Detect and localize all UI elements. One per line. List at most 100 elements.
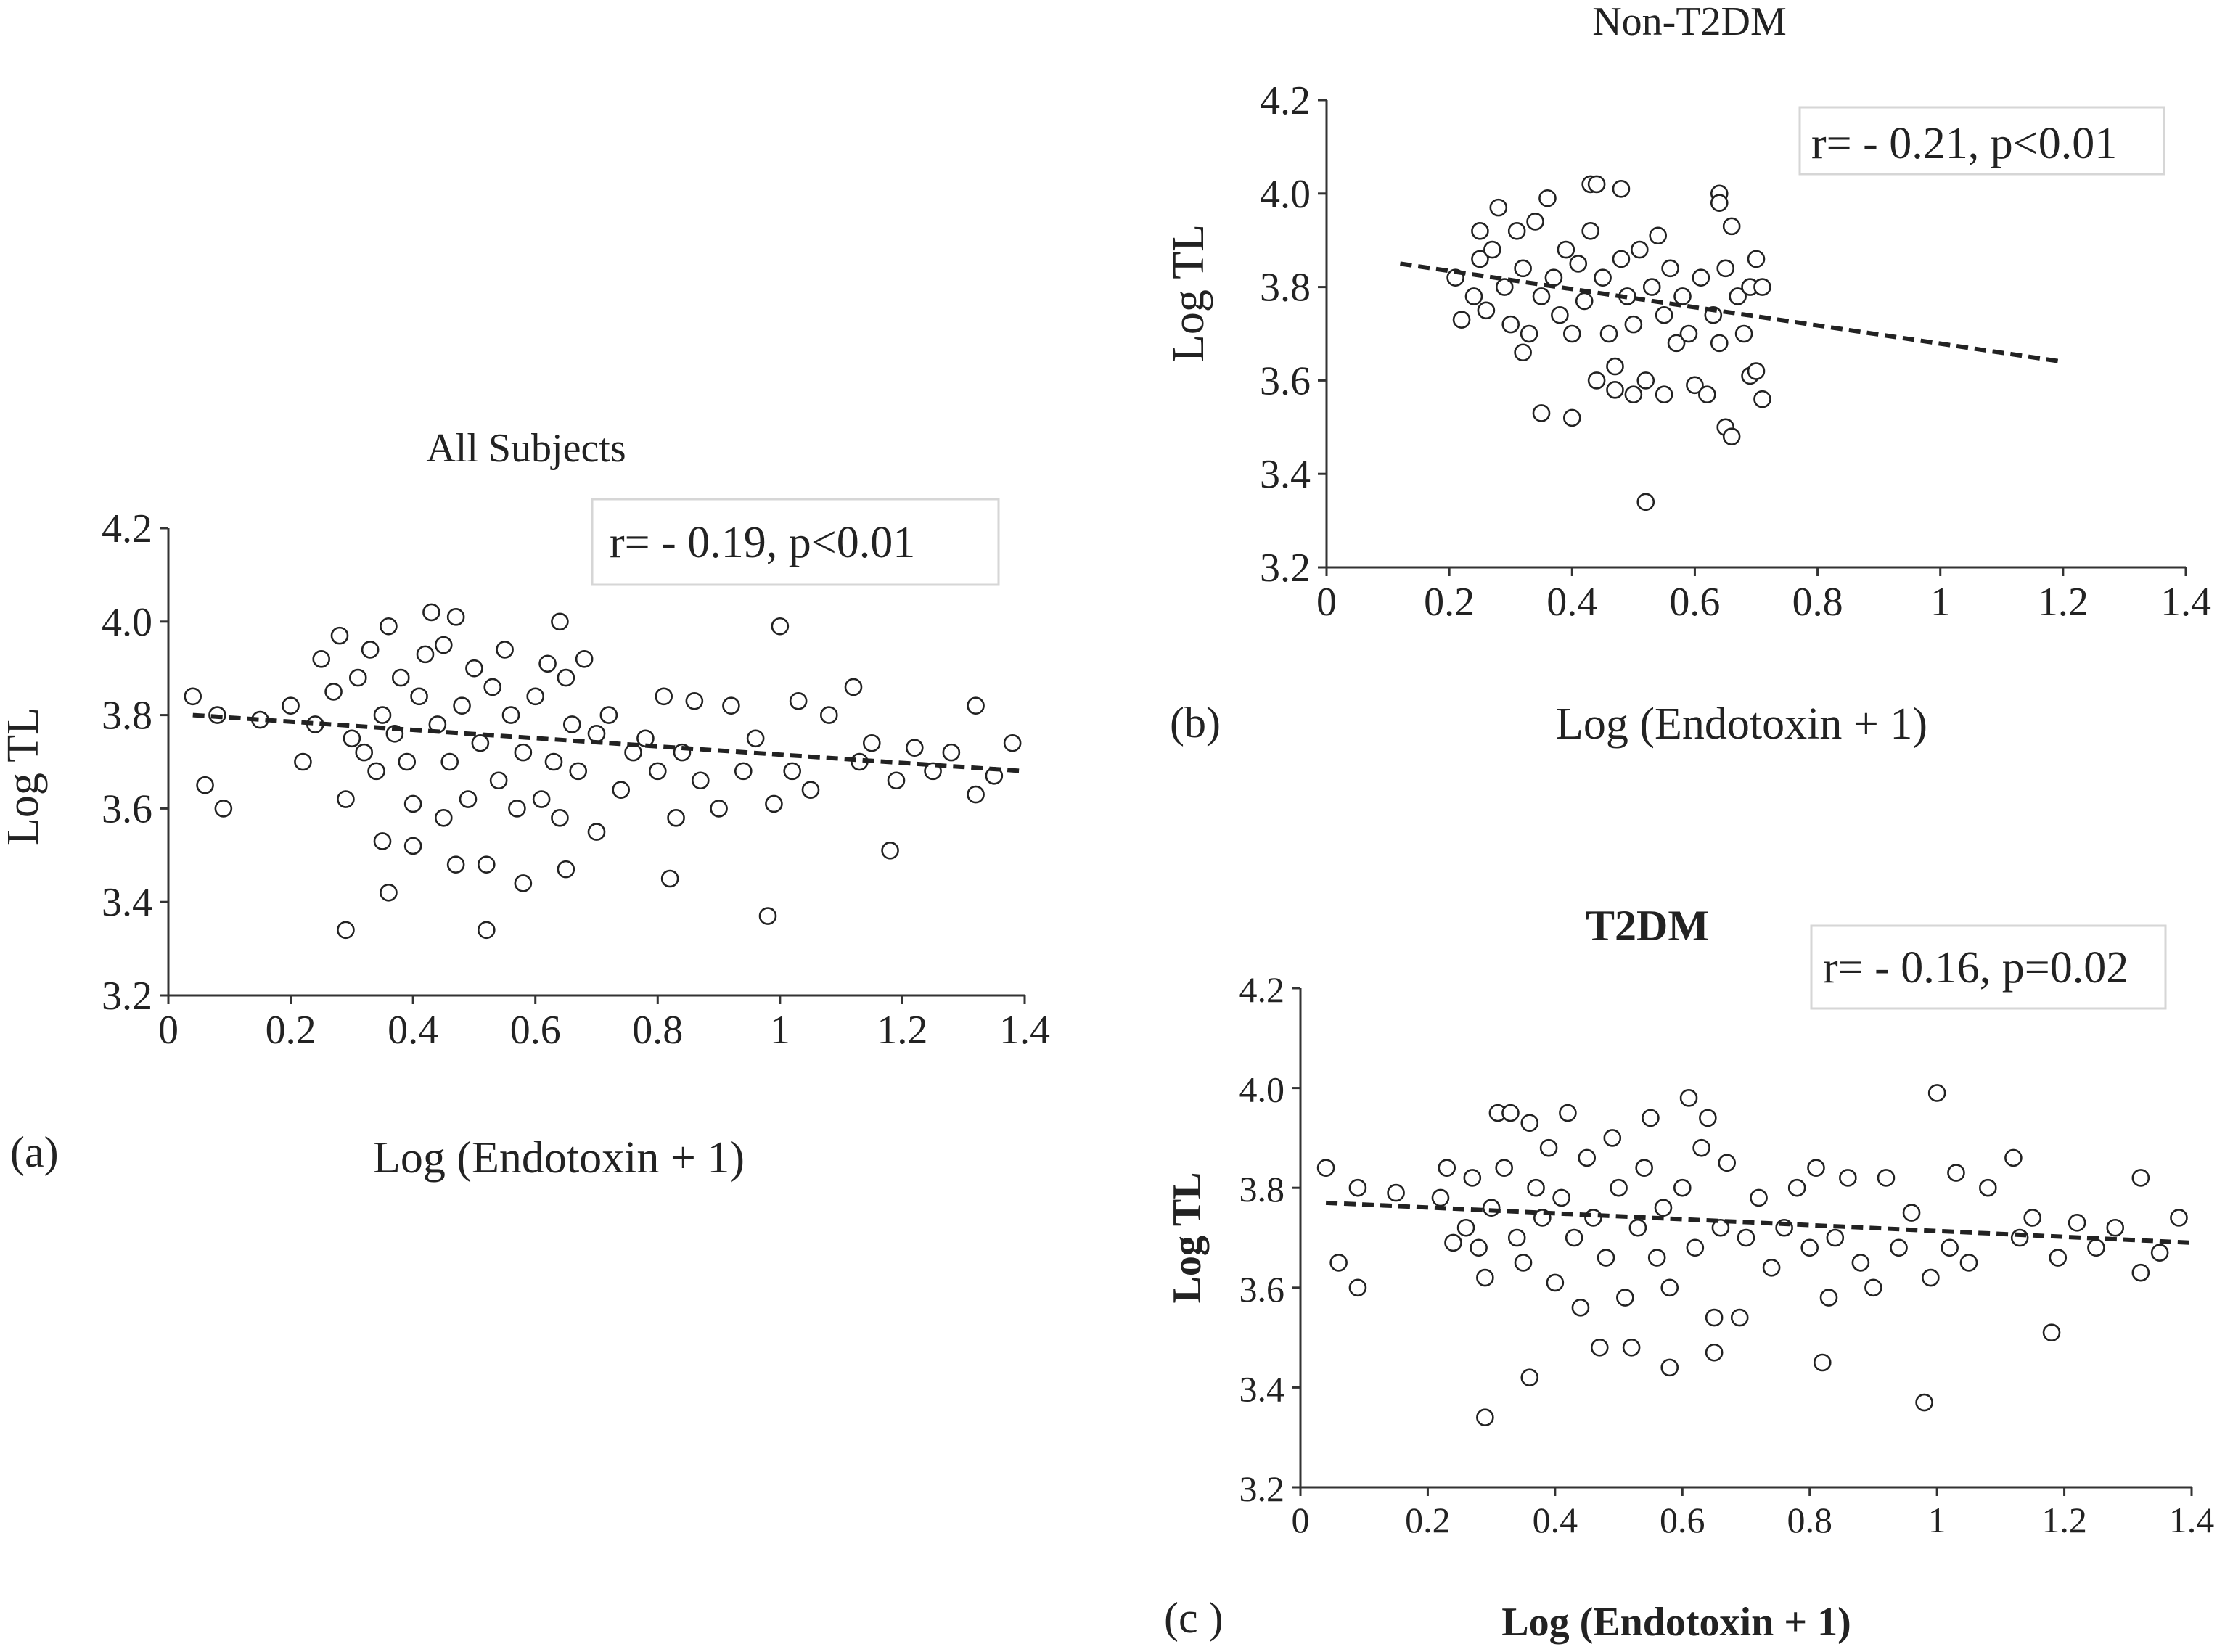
data-point bbox=[1692, 268, 1710, 287]
panel-all-subjects: All Subjects r= - 0.19, p<0.01 3.2 3.4 3.6… bbox=[0, 426, 1050, 1183]
data-point bbox=[465, 659, 483, 678]
data-point bbox=[1444, 1233, 1462, 1252]
data-point bbox=[434, 808, 453, 827]
data-point bbox=[2150, 1244, 2169, 1262]
x-tick-label: 1 bbox=[1928, 1500, 1946, 1540]
data-point bbox=[1438, 1159, 1456, 1177]
data-point bbox=[1565, 1228, 1583, 1247]
trend-line bbox=[1400, 261, 2064, 364]
data-point bbox=[214, 800, 233, 818]
x-tick-label: 0 bbox=[158, 1008, 179, 1053]
data-point bbox=[1864, 1278, 1882, 1297]
data-point bbox=[434, 636, 453, 654]
data-point bbox=[1705, 1343, 1724, 1362]
y-tick-label: 4.0 bbox=[1260, 172, 1311, 217]
x-tick-label: 0.6 bbox=[1669, 580, 1720, 625]
data-point bbox=[1654, 1199, 1673, 1217]
data-point bbox=[1642, 278, 1661, 296]
data-point bbox=[746, 729, 765, 748]
data-point bbox=[1562, 324, 1581, 343]
data-point bbox=[453, 696, 471, 715]
data-point bbox=[1673, 287, 1692, 305]
y-tick-label: 3.8 bbox=[1260, 266, 1311, 311]
data-point bbox=[1622, 1339, 1641, 1357]
data-point bbox=[967, 785, 985, 804]
panel-t2dm: T2DM r= - 0.16, p=0.02 3.2 3.4 3.6 3.8 4.0 4.… bbox=[1164, 902, 2214, 1645]
data-point bbox=[1527, 1178, 1545, 1197]
scatter-points bbox=[1316, 1084, 2192, 1426]
data-point bbox=[905, 739, 924, 757]
data-point bbox=[1636, 371, 1655, 390]
x-tick-label: 0.6 bbox=[510, 1008, 561, 1053]
data-point bbox=[1642, 1109, 1660, 1127]
data-point bbox=[1476, 1268, 1494, 1287]
data-point bbox=[1552, 1188, 1570, 1207]
data-point bbox=[1387, 1183, 1405, 1202]
data-point bbox=[587, 725, 606, 743]
x-tick-label: 1.2 bbox=[2038, 580, 2089, 625]
panel-label: (a) bbox=[10, 1128, 59, 1176]
data-point bbox=[844, 678, 863, 696]
data-point bbox=[1495, 278, 1514, 296]
data-point bbox=[685, 691, 704, 710]
data-point bbox=[422, 603, 440, 622]
data-point bbox=[1571, 1299, 1590, 1317]
data-point bbox=[2042, 1323, 2061, 1342]
data-point bbox=[1610, 1178, 1628, 1197]
data-point bbox=[1819, 1289, 1838, 1307]
data-point bbox=[1578, 1148, 1597, 1167]
data-point bbox=[1489, 198, 1508, 217]
data-point bbox=[1826, 1228, 1845, 1247]
data-point bbox=[1692, 1138, 1710, 1157]
data-point bbox=[1851, 1254, 1870, 1272]
x-tick-label: 0.8 bbox=[1787, 1500, 1832, 1540]
y-tick-label: 4.2 bbox=[1239, 969, 1285, 1010]
data-point bbox=[758, 907, 777, 925]
panel-label: (c ) bbox=[1164, 1594, 1224, 1642]
x-tick-label: 0.8 bbox=[632, 1008, 683, 1053]
data-point bbox=[348, 668, 367, 687]
data-point bbox=[337, 790, 355, 808]
data-point bbox=[691, 771, 710, 790]
data-point bbox=[1464, 287, 1483, 305]
x-tick-label: 0.8 bbox=[1792, 580, 1843, 625]
y-tick-label: 3.2 bbox=[1260, 546, 1311, 591]
data-point bbox=[1470, 1238, 1488, 1257]
data-point bbox=[1581, 222, 1599, 240]
data-point bbox=[1722, 217, 1741, 236]
data-point bbox=[783, 762, 802, 781]
data-point bbox=[1520, 1368, 1539, 1386]
data-point bbox=[801, 781, 820, 799]
data-point bbox=[1660, 1358, 1679, 1377]
y-axis-label: Log TL bbox=[0, 707, 48, 845]
annotation-box bbox=[591, 498, 1000, 586]
data-point bbox=[648, 762, 667, 781]
data-point bbox=[1747, 362, 1766, 380]
data-point bbox=[324, 683, 343, 701]
data-point bbox=[1612, 180, 1631, 198]
x-tick-label: 1.2 bbox=[2041, 1500, 2087, 1540]
y-tick-label: 3.8 bbox=[1239, 1169, 1285, 1209]
x-tick-label: 0.6 bbox=[1660, 1500, 1705, 1540]
axes: 3.2 3.4 3.6 3.8 4.0 4.2 0 0.2 0.4 0.6 0.8 1 1.2 1.4 bbox=[1239, 969, 2215, 1540]
data-point bbox=[1316, 1159, 1335, 1177]
data-point bbox=[1734, 324, 1753, 343]
data-point bbox=[489, 771, 508, 790]
chart-title: All Subjects bbox=[426, 426, 626, 471]
data-point bbox=[1606, 357, 1624, 376]
data-point bbox=[1532, 287, 1551, 305]
data-point bbox=[1431, 1188, 1450, 1207]
data-point bbox=[1562, 408, 1581, 427]
data-point bbox=[380, 617, 398, 636]
data-point bbox=[337, 921, 355, 940]
data-point bbox=[1747, 250, 1766, 268]
data-point bbox=[819, 706, 838, 724]
data-point bbox=[551, 612, 569, 631]
data-point bbox=[722, 696, 740, 715]
x-axis-label: Log (Endotoxin + 1) bbox=[373, 1133, 745, 1183]
x-tick-label: 1.2 bbox=[877, 1008, 927, 1053]
data-point bbox=[1716, 259, 1735, 278]
data-point bbox=[373, 706, 392, 724]
data-point bbox=[1927, 1084, 1946, 1102]
data-point bbox=[1003, 733, 1022, 752]
